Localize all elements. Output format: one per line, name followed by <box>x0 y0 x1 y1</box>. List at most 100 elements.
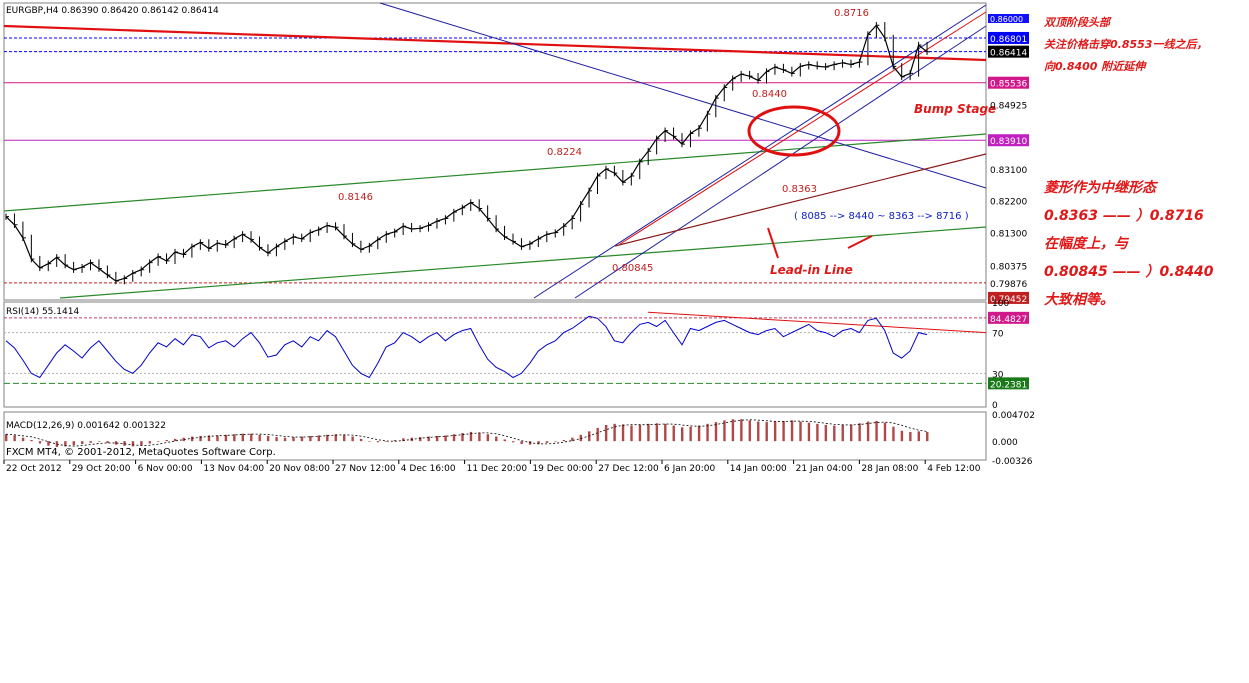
macd-bar <box>30 440 33 442</box>
macd-bar <box>495 436 498 442</box>
price-label: 0.85536 <box>990 80 1027 90</box>
macd-bar <box>909 431 912 442</box>
macd-bar <box>233 434 236 442</box>
macd-bar <box>174 438 177 442</box>
time-tick-label: 14 Jan 00:00 <box>730 464 787 474</box>
price-label-box <box>988 276 1029 289</box>
macd-bar <box>343 434 346 442</box>
macd-bar <box>309 435 312 442</box>
price-line <box>5 24 928 282</box>
time-tick-label: 20 Nov 08:00 <box>269 464 330 474</box>
macd-bar <box>926 431 929 442</box>
rsi-label: 20.2381 <box>990 380 1027 390</box>
macd-bar <box>596 427 599 442</box>
macd-bar <box>283 437 287 442</box>
macd-bar <box>630 425 633 442</box>
macd-bar <box>266 435 270 442</box>
time-tick-label: 13 Nov 04:00 <box>203 464 264 474</box>
time-tick-label: 6 Nov 00:00 <box>138 464 193 474</box>
macd-bar <box>520 441 523 445</box>
macd-bar <box>250 433 253 442</box>
macd-bar <box>537 441 540 445</box>
macd-bar <box>148 441 152 444</box>
macd-bar <box>697 425 701 442</box>
macd-bar <box>317 435 321 442</box>
macd-bar <box>199 435 202 442</box>
price-label-box <box>988 76 1029 89</box>
rsi-tick-label: 70 <box>992 330 1004 340</box>
price-label-box <box>988 134 1029 147</box>
price-annotation: 0.8440 <box>752 89 787 100</box>
macd-bar <box>655 423 659 442</box>
price-label: 0.84925 <box>990 101 1027 111</box>
red-up-channel-line <box>619 11 987 245</box>
macd-bar <box>64 441 67 447</box>
price-label: 0.79452 <box>990 295 1027 305</box>
macd-bar <box>799 421 802 442</box>
macd-bar <box>97 441 101 442</box>
macd-bar <box>714 422 718 442</box>
resistance-trendline <box>3 24 987 62</box>
macd-bar <box>850 424 853 442</box>
lead-in-trendline <box>614 153 987 247</box>
price-label: 0.83100 <box>990 166 1027 176</box>
time-tick-label: 4 Feb 12:00 <box>927 464 981 474</box>
price-label: 0.86414 <box>990 49 1027 59</box>
time-tick-label: 19 Dec 00:00 <box>532 464 593 474</box>
macd-bar <box>216 435 219 442</box>
macd-bar <box>833 425 836 442</box>
macd-bar <box>706 423 709 442</box>
rsi-panel-frame <box>3 301 987 408</box>
macd-bar <box>478 432 481 442</box>
macd-bar <box>241 433 244 442</box>
macd-bar <box>427 436 430 442</box>
macd-bar <box>841 424 844 442</box>
macd-tick-label: 0.004702 <box>992 411 1035 421</box>
macd-bar <box>444 435 447 442</box>
macd-bar <box>638 424 642 442</box>
price-annotation: 0.8146 <box>338 192 373 203</box>
macd-bar <box>435 435 439 442</box>
green-upper-trendline <box>3 133 987 212</box>
lead-in-arrow <box>767 227 779 259</box>
macd-bar <box>757 421 760 442</box>
time-tick-label: 21 Jan 04:00 <box>796 464 853 474</box>
macd-tick-label: 0.000 <box>992 438 1018 448</box>
macd-bar <box>731 419 735 442</box>
macd-bar <box>393 440 397 442</box>
macd-bar <box>224 434 228 442</box>
price-annotation: Lead-in Line <box>770 263 853 277</box>
price-annotation: Bump Stage <box>914 102 996 116</box>
price-label: 0.79876 <box>990 280 1027 290</box>
macd-bar <box>368 441 371 442</box>
macd-bar <box>207 435 211 442</box>
macd-bar <box>816 423 819 442</box>
macd-bar <box>114 441 118 445</box>
macd-bar <box>351 436 354 442</box>
macd-bar <box>604 424 608 442</box>
macd-bar <box>81 441 84 445</box>
blue-up-channel-line-2 <box>574 25 987 299</box>
note-line4: 菱形作为中继形态 <box>1044 180 1156 196</box>
chart-title: EURGBP,H4 0.86390 0.86420 0.86142 0.8641… <box>6 6 219 16</box>
macd-bar <box>765 422 768 442</box>
macd-bar <box>748 420 751 442</box>
rsi-divergence-line <box>647 311 987 334</box>
note-line3: 向0.8400 附近延伸 <box>1044 60 1146 73</box>
macd-bar <box>875 420 878 442</box>
price-annotation: 0.8716 <box>834 8 869 19</box>
macd-bar <box>140 441 143 446</box>
time-tick-label: 4 Dec 16:00 <box>401 464 456 474</box>
price-label: 0.83910 <box>990 137 1027 147</box>
time-tick-label: 11 Dec 20:00 <box>467 464 528 474</box>
macd-bar <box>275 437 278 442</box>
macd-bar <box>503 439 506 442</box>
macd-bar <box>359 438 363 442</box>
note-line6: 在幅度上，与 <box>1044 236 1128 252</box>
macd-bar <box>300 436 304 442</box>
macd-bar <box>182 437 185 442</box>
macd-bar <box>190 436 194 442</box>
macd-bar <box>512 441 515 443</box>
